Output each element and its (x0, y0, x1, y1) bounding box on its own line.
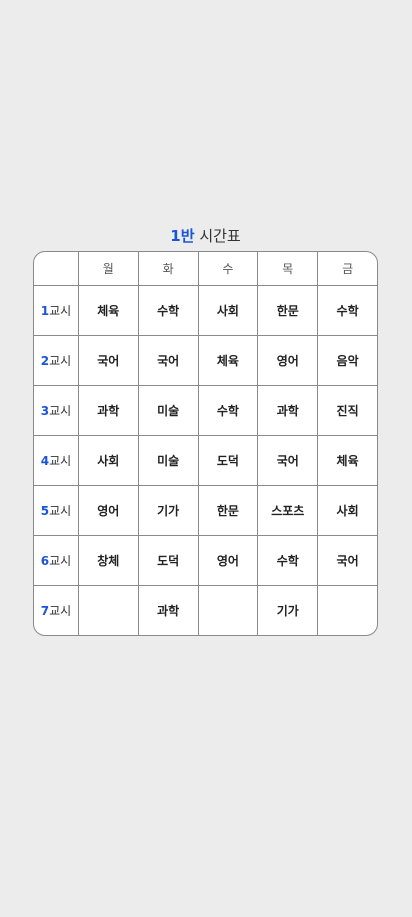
subject-cell[interactable]: 국어 (137, 336, 198, 385)
period-label: 1 교시 (40, 303, 72, 319)
subject-cell[interactable]: 영어 (257, 336, 317, 385)
timetable-title: 1반 시간표 (33, 226, 378, 248)
day-header-tue: 화 (137, 252, 198, 285)
subject-cell[interactable]: 국어 (317, 536, 377, 585)
subject-cell[interactable]: 국어 (257, 436, 317, 485)
period-row: 3 교시 과학 미술 수학 과학 진직 (34, 385, 377, 435)
subject-cell[interactable]: 수학 (197, 386, 258, 435)
period-label: 5 교시 (40, 503, 72, 519)
subject-cell[interactable]: 과학 (77, 386, 138, 435)
subject-cell[interactable]: 스포츠 (257, 486, 317, 535)
subject-cell[interactable]: 과학 (257, 386, 317, 435)
subject-cell[interactable]: 도덕 (197, 436, 258, 485)
day-header-wed: 수 (197, 252, 258, 285)
corner-cell (34, 252, 78, 285)
day-header-mon: 월 (77, 252, 138, 285)
subject-cell[interactable] (317, 586, 377, 635)
subject-cell[interactable]: 사회 (317, 486, 377, 535)
class-number: 1반 (170, 227, 195, 245)
subject-cell[interactable]: 미술 (137, 436, 198, 485)
subject-cell[interactable]: 수학 (317, 286, 377, 335)
subject-cell[interactable]: 영어 (77, 486, 138, 535)
title-label: 시간표 (199, 227, 241, 245)
subject-cell[interactable]: 음악 (317, 336, 377, 385)
subject-cell[interactable]: 과학 (137, 586, 198, 635)
subject-cell[interactable]: 미술 (137, 386, 198, 435)
subject-cell[interactable]: 한문 (257, 286, 317, 335)
period-label: 7 교시 (40, 603, 72, 619)
subject-cell[interactable] (77, 586, 138, 635)
subject-cell[interactable]: 창체 (77, 536, 138, 585)
subject-cell[interactable]: 영어 (197, 536, 258, 585)
day-header-thu: 목 (257, 252, 317, 285)
period-row: 7 교시 과학 기가 (34, 585, 377, 635)
period-label: 2 교시 (40, 353, 72, 369)
subject-cell[interactable]: 기가 (137, 486, 198, 535)
period-row: 4 교시 사회 미술 도덕 국어 체육 (34, 435, 377, 485)
period-row: 1 교시 체육 수학 사회 한문 수학 (34, 285, 377, 335)
period-label: 6 교시 (40, 553, 72, 569)
subject-cell[interactable]: 진직 (317, 386, 377, 435)
subject-cell[interactable]: 국어 (77, 336, 138, 385)
subject-cell[interactable]: 수학 (137, 286, 198, 335)
timetable-container: 1반 시간표 월 화 수 목 금 1 교시 체육 수학 사회 한문 수학 2 교시 … (33, 226, 378, 636)
subject-cell[interactable]: 체육 (317, 436, 377, 485)
subject-cell[interactable]: 도덕 (137, 536, 198, 585)
day-header-fri: 금 (317, 252, 377, 285)
period-row: 5 교시 영어 기가 한문 스포츠 사회 (34, 485, 377, 535)
period-label: 4 교시 (40, 453, 72, 469)
timetable-grid: 월 화 수 목 금 1 교시 체육 수학 사회 한문 수학 2 교시 국어 국어 체… (33, 251, 378, 636)
period-row: 6 교시 창체 도덕 영어 수학 국어 (34, 535, 377, 585)
subject-cell[interactable]: 사회 (197, 286, 258, 335)
subject-cell[interactable]: 사회 (77, 436, 138, 485)
subject-cell[interactable] (197, 586, 258, 635)
period-row: 2 교시 국어 국어 체육 영어 음악 (34, 335, 377, 385)
subject-cell[interactable]: 한문 (197, 486, 258, 535)
period-label: 3 교시 (40, 403, 72, 419)
subject-cell[interactable]: 체육 (197, 336, 258, 385)
subject-cell[interactable]: 체육 (77, 286, 138, 335)
subject-cell[interactable]: 기가 (257, 586, 317, 635)
header-row: 월 화 수 목 금 (34, 252, 377, 285)
subject-cell[interactable]: 수학 (257, 536, 317, 585)
